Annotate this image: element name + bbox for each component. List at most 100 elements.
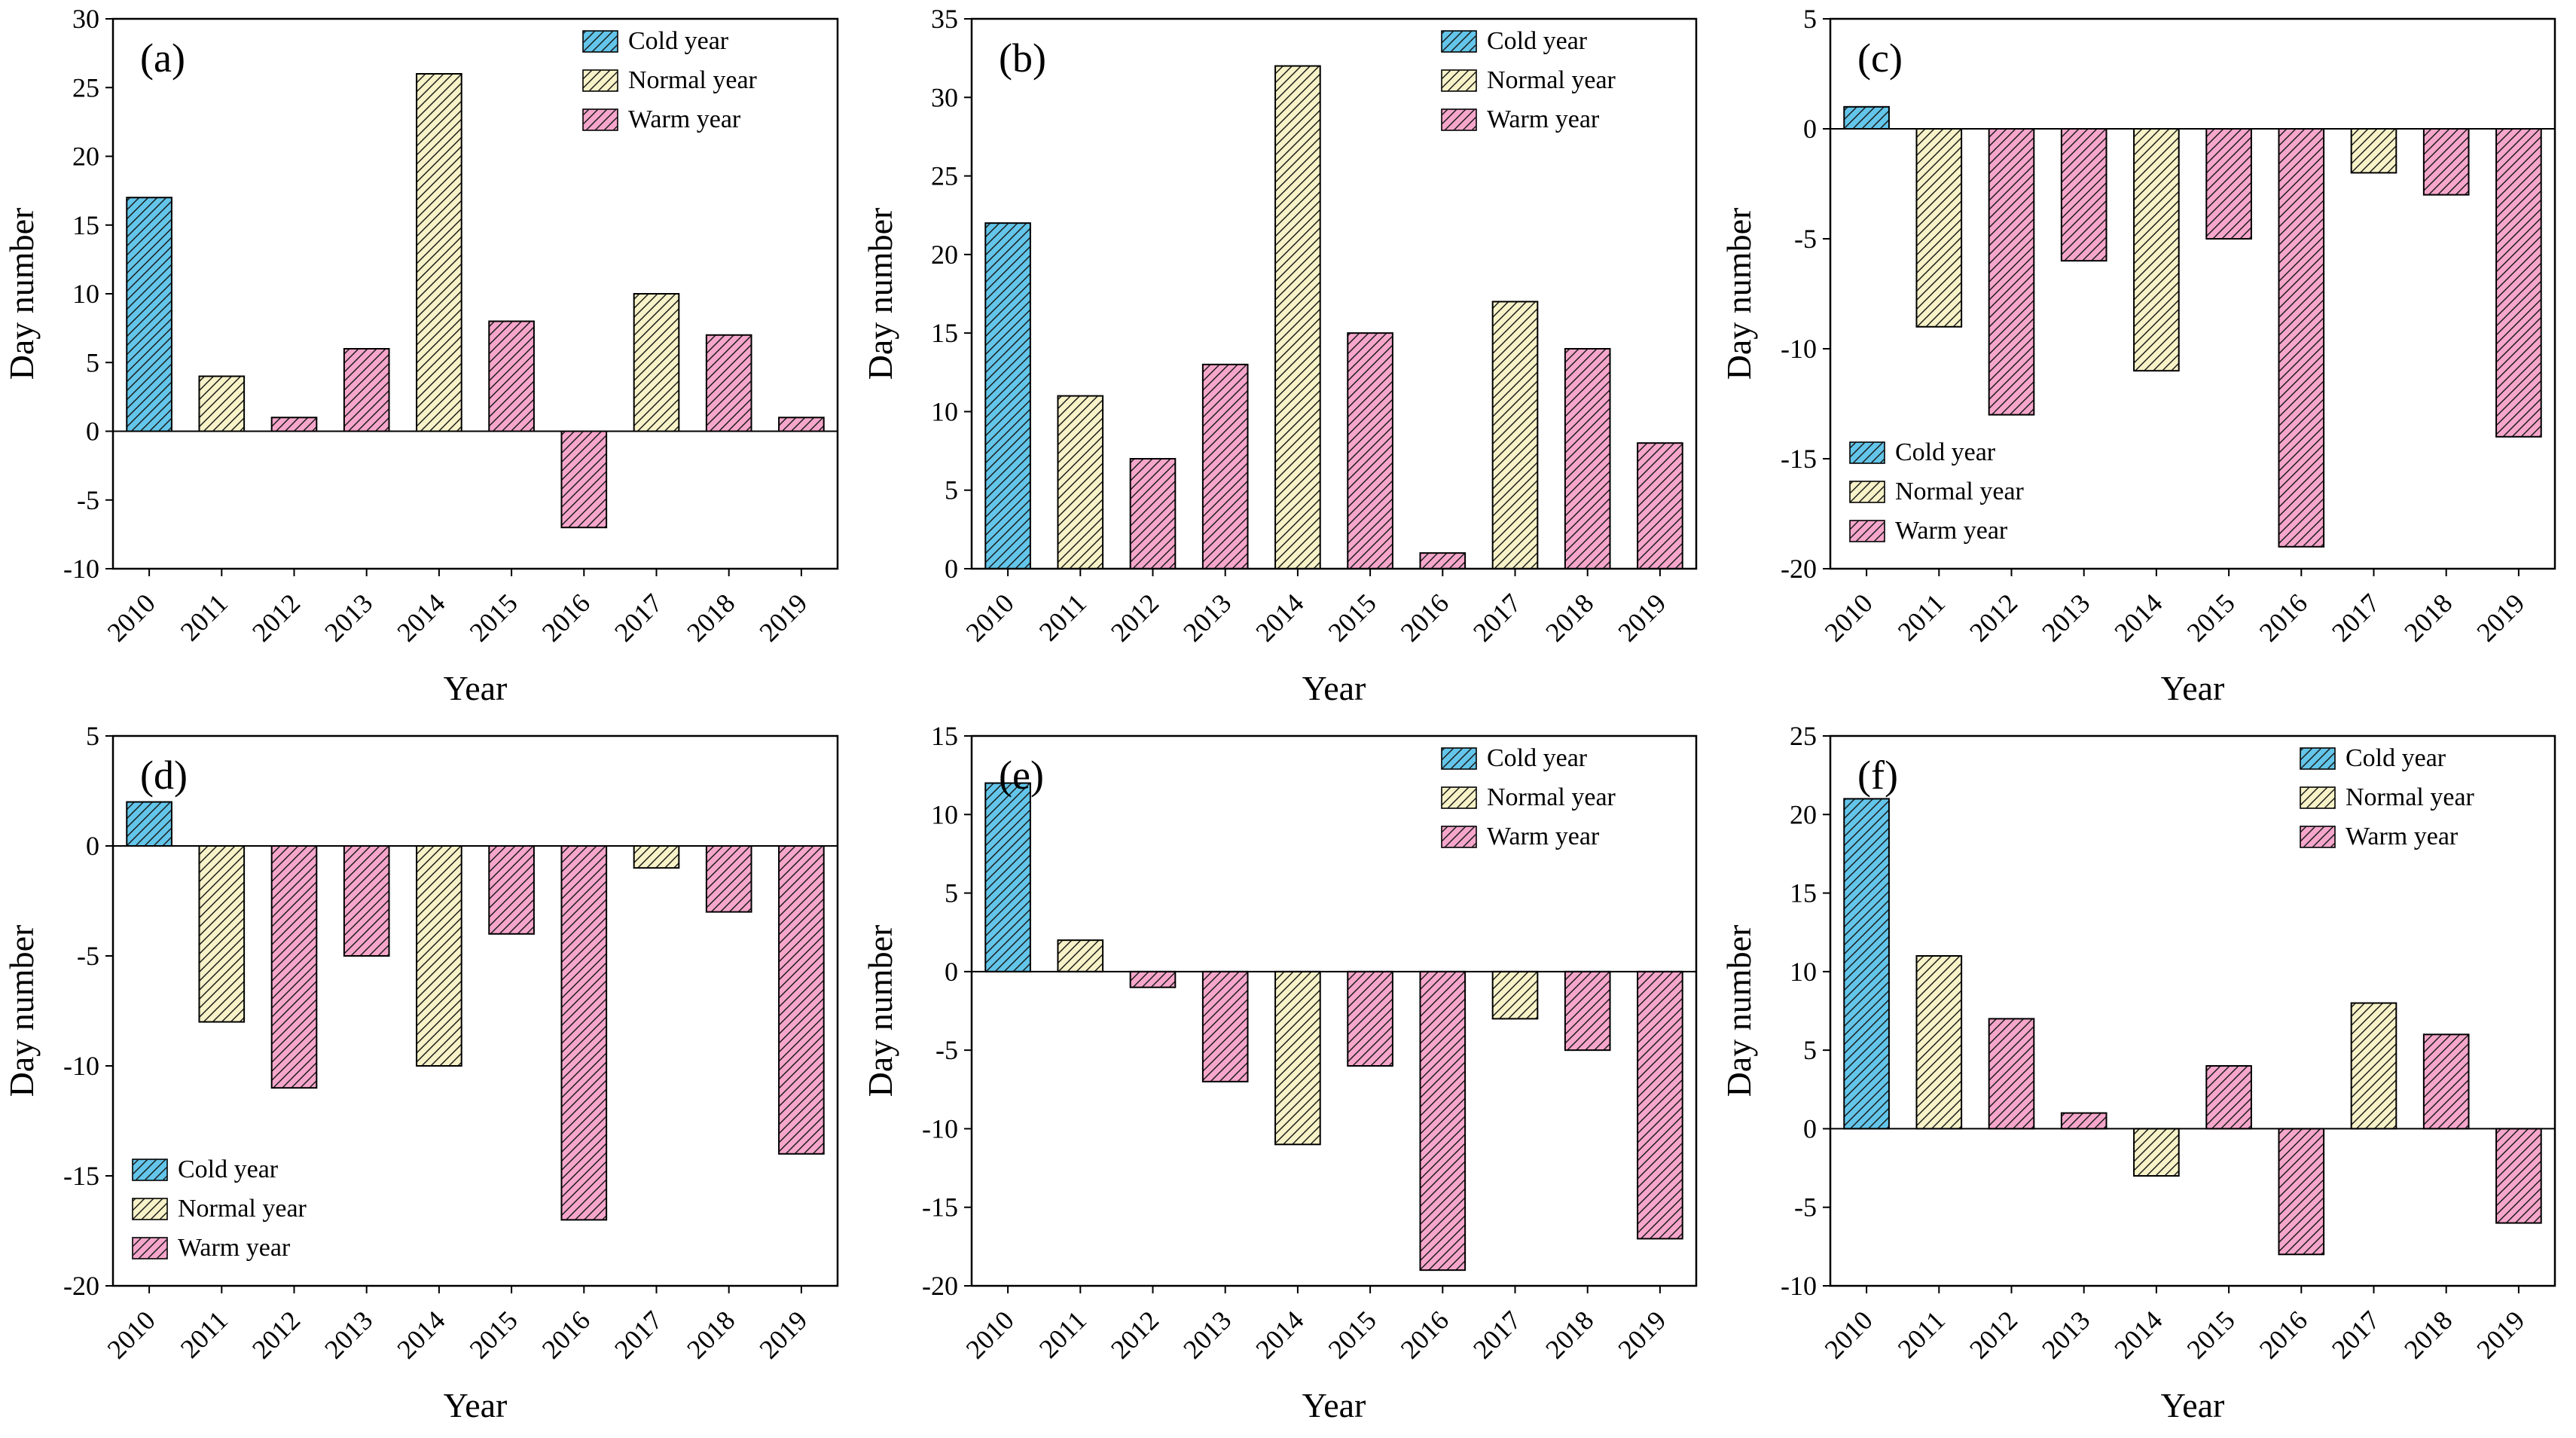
x-tick-label: 2012	[1105, 1305, 1164, 1364]
y-axis-title: Day number	[861, 925, 899, 1098]
bar-hatch-2015	[488, 320, 535, 432]
bar-hatch-2010	[126, 801, 172, 847]
legend-swatch-hatch	[133, 1238, 167, 1259]
bar-hatch-2016	[2278, 1128, 2325, 1256]
bar-hatch-2011	[198, 375, 246, 432]
x-tick-label: 2018	[681, 588, 740, 647]
bar-hatch-2014	[1274, 970, 1321, 1146]
legend-label: Normal year	[1487, 783, 1616, 811]
y-tick-label: -15	[63, 1161, 99, 1191]
x-tick-label: 2011	[1033, 588, 1092, 646]
x-axis-title: Year	[444, 1386, 508, 1424]
legend-swatch-hatch	[1850, 481, 1885, 502]
y-axis-title: Day number	[2, 925, 41, 1098]
bar-hatch-2012	[1129, 970, 1177, 988]
bar-hatch-2011	[1915, 955, 1963, 1130]
x-tick-label: 2016	[1395, 588, 1454, 647]
bar-hatch-2017	[633, 845, 680, 869]
y-tick-label: 5	[945, 878, 958, 908]
x-tick-label: 2013	[1177, 1305, 1237, 1364]
x-tick-label: 2019	[1612, 588, 1671, 647]
y-tick-label: 20	[1790, 799, 1817, 829]
x-tick-label: 2014	[1250, 1305, 1309, 1364]
x-tick-label: 2011	[1892, 1305, 1951, 1363]
y-tick-label: -10	[63, 1051, 99, 1081]
bar-hatch-2019	[778, 417, 825, 432]
x-tick-label: 2010	[960, 588, 1020, 647]
x-tick-label: 2017	[1467, 1305, 1527, 1364]
plot-border	[1829, 734, 2556, 1287]
legend-label: Cold year	[2346, 744, 2446, 772]
x-tick-label: 2015	[1323, 1305, 1382, 1364]
x-tick-label: 2016	[1395, 1305, 1454, 1364]
x-tick-label: 2019	[753, 588, 813, 647]
bar-hatch-2017	[1491, 301, 1539, 569]
bar-hatch-2016	[560, 430, 608, 529]
x-tick-label: 2012	[1964, 588, 2023, 647]
plot-border	[1829, 17, 2556, 570]
y-tick-label: 25	[931, 161, 958, 191]
legend-swatch-hatch	[2300, 787, 2335, 808]
x-tick-label: 2017	[609, 1305, 668, 1364]
legend-swatch-hatch	[1850, 521, 1885, 542]
panel-label: (f)	[1857, 753, 1898, 798]
x-tick-label: 2013	[1177, 588, 1237, 647]
x-tick-label: 2016	[536, 588, 596, 647]
x-tick-label: 2018	[681, 1305, 740, 1364]
x-tick-label: 2016	[2254, 1305, 2313, 1364]
x-tick-label: 2014	[2108, 1305, 2168, 1364]
bar-hatch-2012	[1988, 128, 2035, 416]
bar-hatch-2014	[416, 845, 462, 1067]
x-tick-label: 2013	[319, 1305, 378, 1364]
plot-border	[111, 734, 839, 1287]
bar-hatch-2015	[2205, 128, 2252, 240]
bar-hatch-2013	[1201, 970, 1249, 1082]
legend-swatch-hatch	[583, 31, 618, 52]
y-tick-label: 5	[1803, 4, 1817, 34]
x-axis-title: Year	[2161, 669, 2225, 707]
panel-f: -10 -5 0 5 10 15 20 25 2010 2011 2012 2013 2014 2015 2…	[1717, 719, 2576, 1436]
panel-e: -20 -15 -10 -5 0 5 10 15 2010 2011 2012 2013 2014 201…	[859, 719, 1717, 1436]
x-tick-label: 2017	[2326, 1305, 2385, 1364]
y-tick-label: 15	[1790, 878, 1817, 908]
x-tick-label: 2011	[1892, 588, 1951, 646]
x-tick-label: 2018	[1540, 1305, 1599, 1364]
bar-hatch-2013	[1201, 363, 1249, 569]
legend-label: Cold year	[1895, 438, 1996, 466]
x-tick-label: 2010	[960, 1305, 1020, 1364]
x-tick-label: 2017	[609, 588, 668, 647]
legend-label: Warm year	[1895, 517, 2008, 545]
y-tick-label: 5	[945, 475, 958, 505]
y-tick-label: -5	[77, 941, 99, 971]
x-tick-label: 2011	[1033, 1305, 1092, 1363]
x-tick-label: 2015	[1323, 588, 1382, 647]
bar-hatch-2016	[1419, 552, 1467, 570]
y-tick-label: -5	[935, 1035, 958, 1065]
bar-hatch-2010	[1843, 798, 1890, 1130]
x-axis-title: Year	[1302, 1386, 1366, 1424]
legend-swatch-hatch	[2300, 748, 2335, 769]
y-axis-title: Day number	[2, 208, 41, 380]
legend-swatch-hatch	[1850, 442, 1885, 463]
bar-hatch-2010	[984, 222, 1031, 569]
bar-hatch-2012	[270, 417, 318, 432]
bar-hatch-2013	[343, 348, 390, 432]
panel-b: 0 5 10 15 20 25 30 35 2010 2011 2012 2013 2014 2015 20…	[859, 2, 1717, 719]
x-tick-label: 2019	[1612, 1305, 1671, 1364]
legend-swatch-hatch	[1442, 31, 1476, 52]
bar-hatch-2010	[126, 197, 172, 432]
y-axis-title: Day number	[1720, 208, 1758, 380]
bar-hatch-2019	[1637, 442, 1683, 570]
legend-label: Normal year	[1487, 66, 1616, 94]
bar-hatch-2015	[1347, 332, 1393, 569]
panel-label: (a)	[140, 35, 185, 81]
y-tick-label: -5	[1794, 1192, 1817, 1223]
legend-swatch-hatch	[133, 1159, 167, 1180]
y-axis-title: Day number	[861, 208, 899, 380]
y-tick-label: 20	[72, 142, 99, 172]
plot-border	[970, 734, 1698, 1287]
x-tick-label: 2014	[2108, 588, 2168, 647]
